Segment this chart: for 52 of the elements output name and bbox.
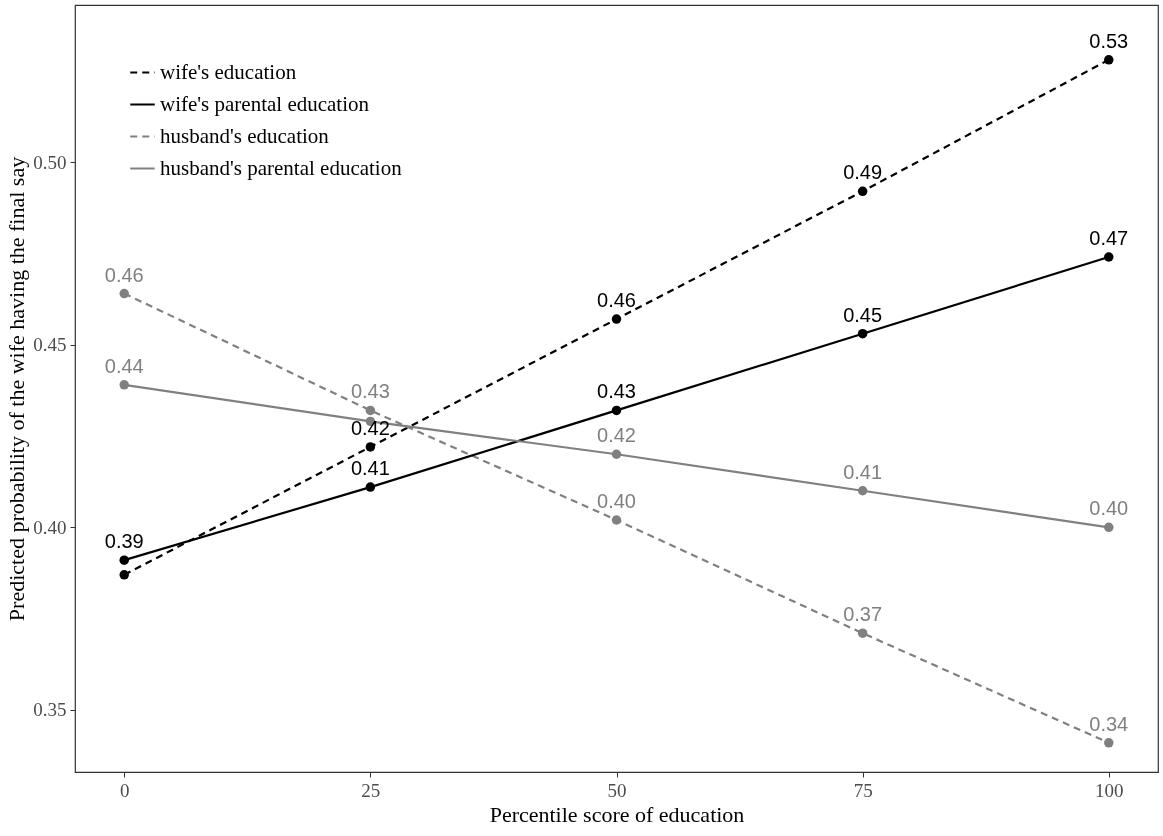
data-label: 0.42 bbox=[350, 416, 390, 439]
data-label: 0.49 bbox=[843, 161, 883, 184]
point bbox=[119, 380, 129, 390]
point bbox=[857, 328, 868, 339]
point bbox=[611, 515, 622, 525]
data-label: 0.43 bbox=[350, 380, 390, 403]
data-label: 0.34 bbox=[1089, 712, 1129, 735]
x-tick-label: 100 bbox=[1095, 779, 1124, 801]
point bbox=[1104, 738, 1114, 748]
point bbox=[611, 449, 622, 459]
data-label: 0.41 bbox=[843, 460, 883, 483]
data-label: 0.44 bbox=[104, 354, 144, 377]
point bbox=[857, 186, 868, 197]
data-label: 0.41 bbox=[350, 457, 390, 480]
point bbox=[857, 486, 868, 496]
y-tick-label: 0.35 bbox=[33, 699, 67, 721]
point bbox=[365, 405, 376, 416]
data-label: 0.46 bbox=[104, 263, 144, 286]
data-label: 0.39 bbox=[104, 530, 144, 553]
legend-label: husband's education bbox=[160, 123, 330, 148]
data-label: 0.40 bbox=[597, 489, 636, 512]
point bbox=[1104, 522, 1114, 533]
legend-label: husband's parental education bbox=[160, 155, 403, 180]
data-label: 0.53 bbox=[1089, 29, 1129, 52]
point bbox=[857, 628, 868, 638]
point bbox=[611, 314, 622, 324]
data-label: 0.43 bbox=[597, 380, 636, 403]
y-tick-label: 0.40 bbox=[33, 516, 67, 538]
data-label: 0.40 bbox=[1089, 497, 1129, 520]
x-tick-label: 75 bbox=[853, 779, 873, 801]
x-tick-label: 0 bbox=[119, 779, 130, 801]
y-axis-title: Predicted probability of the wife having the final say bbox=[4, 156, 30, 622]
data-label: 0.42 bbox=[597, 424, 636, 447]
point bbox=[365, 442, 376, 452]
data-label: 0.45 bbox=[843, 303, 883, 326]
point bbox=[611, 405, 622, 416]
point bbox=[365, 482, 376, 492]
point bbox=[119, 570, 129, 580]
point bbox=[119, 555, 129, 565]
data-label: 0.37 bbox=[843, 603, 883, 626]
y-tick-label: 0.45 bbox=[33, 334, 67, 356]
point bbox=[1104, 55, 1114, 65]
x-tick-label: 50 bbox=[607, 779, 627, 801]
data-label: 0.47 bbox=[1089, 227, 1129, 250]
point bbox=[1104, 252, 1114, 262]
data-label: 0.46 bbox=[597, 289, 636, 312]
y-tick-label: 0.50 bbox=[33, 151, 67, 173]
legend-label: wife's parental education bbox=[160, 91, 370, 116]
x-tick-label: 25 bbox=[361, 779, 381, 801]
legend-label: wife's education bbox=[160, 59, 297, 84]
x-axis-title: Percentile score of education bbox=[489, 801, 745, 827]
point bbox=[119, 288, 129, 299]
